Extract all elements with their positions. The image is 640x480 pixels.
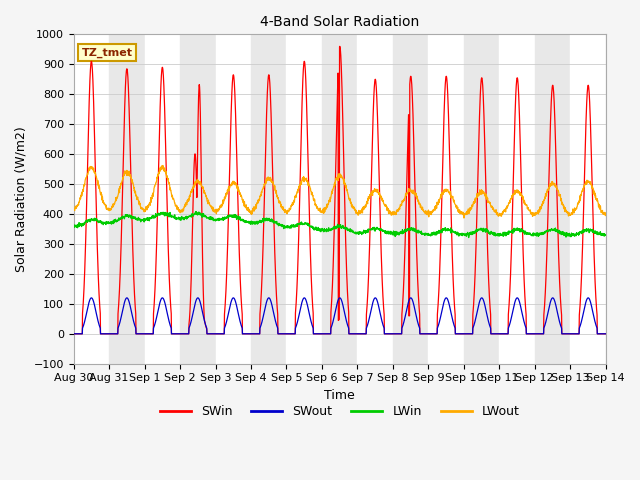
Bar (535, 35, 570, 364)
Bar (251, 35, 287, 364)
Bar (74, 35, 109, 364)
Bar (109, 35, 145, 364)
Text: TZ_tmet: TZ_tmet (82, 48, 132, 58)
Bar (570, 35, 605, 364)
Bar (180, 35, 216, 364)
Bar (357, 35, 393, 364)
Legend: SWin, SWout, LWin, LWout: SWin, SWout, LWin, LWout (155, 400, 525, 423)
X-axis label: Time: Time (324, 389, 355, 402)
Bar (499, 35, 535, 364)
Title: 4-Band Solar Radiation: 4-Band Solar Radiation (260, 15, 419, 29)
Bar (464, 35, 499, 364)
Bar (605, 35, 640, 364)
Bar (393, 35, 428, 364)
Bar (428, 35, 464, 364)
Bar (216, 35, 251, 364)
Bar (322, 35, 357, 364)
Bar (145, 35, 180, 364)
Y-axis label: Solar Radiation (W/m2): Solar Radiation (W/m2) (15, 126, 28, 272)
Bar (287, 35, 322, 364)
